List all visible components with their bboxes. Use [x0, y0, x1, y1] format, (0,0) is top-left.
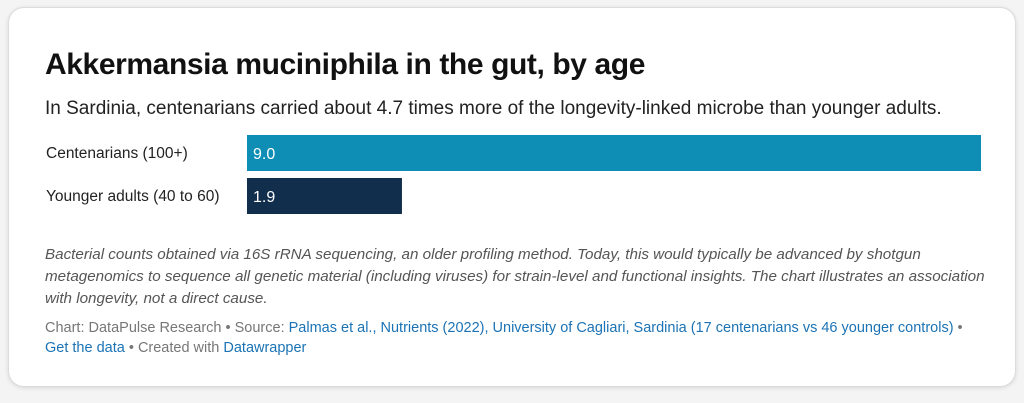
get-data-link[interactable]: Get the data [45, 340, 125, 356]
bar [247, 135, 981, 171]
bar [247, 178, 402, 214]
bar-value-label: 1.9 [253, 189, 275, 206]
footer-separator: • [953, 320, 963, 336]
footer-separator: • Created with [124, 340, 224, 356]
category-label: Younger adults (40 to 60) [46, 188, 220, 205]
footer-credit: Chart: DataPulse Research [45, 320, 222, 336]
category-label: Centenarians (100+) [46, 145, 188, 162]
chart-title: Akkermansia muciniphila in the gut, by a… [45, 48, 646, 81]
bar-value-label: 9.0 [253, 146, 275, 163]
datawrapper-link[interactable]: Datawrapper [223, 340, 307, 356]
chart-footer: Chart: DataPulse Research • Source: Palm… [45, 318, 985, 358]
chart-subtitle: In Sardinia, centenarians carried about … [45, 98, 942, 119]
chart-card: Akkermansia muciniphila in the gut, by a… [8, 7, 1016, 387]
source-link[interactable]: Palmas et al., Nutrients (2022), Univers… [288, 320, 954, 336]
chart-notes: Bacterial counts obtained via 16S rRNA s… [45, 246, 985, 307]
footer-separator: • Source: [221, 320, 289, 336]
